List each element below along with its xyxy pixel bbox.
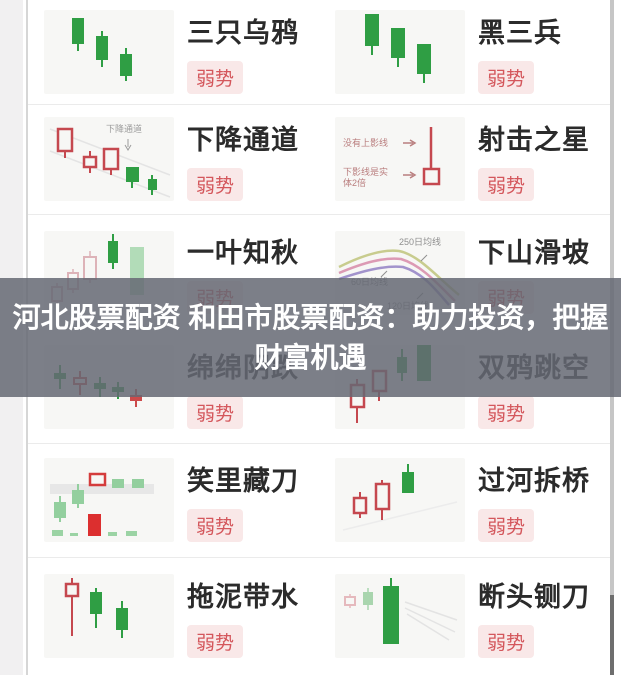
pattern-row: 拖泥带水 弱势 断头铡刀 弱势 bbox=[28, 557, 610, 675]
pattern-card-muddy-water[interactable]: 拖泥带水 弱势 bbox=[28, 557, 319, 675]
status-badge: 弱势 bbox=[478, 167, 535, 201]
black-three-soldiers-candles-icon bbox=[365, 14, 431, 83]
thumb-cross-river bbox=[335, 458, 465, 542]
three-crows-candles-icon bbox=[72, 18, 132, 81]
pattern-name: 笑里藏刀 bbox=[187, 465, 299, 496]
pattern-card-black-three-soldiers[interactable]: 黑三兵 弱势 bbox=[319, 0, 610, 104]
pattern-name: 拖泥带水 bbox=[187, 581, 299, 612]
pattern-row: 笑里藏刀 弱势 过河拆桥 弱势 bbox=[28, 443, 610, 558]
chart-annotation: 下降通道 bbox=[106, 124, 143, 134]
pattern-row: 下降通道 下降通道 弱势 没有上影线 下影线是实体2倍 bbox=[28, 104, 610, 215]
thumb-hidden-knife bbox=[44, 458, 174, 542]
pattern-name: 黑三兵 bbox=[478, 17, 562, 48]
pattern-name: 一叶知秋 bbox=[187, 238, 299, 268]
pattern-meta: 过河拆桥 弱势 bbox=[478, 459, 590, 542]
pattern-row: 三只乌鸦 弱势 黑三兵 弱势 bbox=[28, 0, 610, 105]
status-badge: 弱势 bbox=[478, 624, 535, 658]
pattern-card-hidden-knife[interactable]: 笑里藏刀 弱势 bbox=[28, 443, 319, 557]
pattern-meta: 三只乌鸦 弱势 bbox=[187, 11, 299, 94]
status-badge: 弱势 bbox=[187, 167, 244, 201]
descending-channel-candles-icon bbox=[49, 127, 171, 198]
thumb-three-crows bbox=[44, 10, 174, 94]
pattern-card-descending-channel[interactable]: 下降通道 下降通道 弱势 bbox=[28, 104, 319, 214]
chart-annotation: 没有上影线 bbox=[343, 138, 389, 148]
pattern-card-shooting-star[interactable]: 没有上影线 下影线是实体2倍 射击之星 弱势 bbox=[319, 104, 610, 214]
status-badge: 弱势 bbox=[187, 395, 244, 429]
pattern-card-three-crows[interactable]: 三只乌鸦 弱势 bbox=[28, 0, 319, 104]
chart-annotation: 下影线是实体2倍 bbox=[343, 167, 389, 188]
pattern-name: 射击之星 bbox=[478, 124, 590, 155]
thumb-guillotine bbox=[335, 574, 465, 658]
chart-annotation: 250日均线 bbox=[399, 236, 442, 247]
pattern-name: 下山滑坡 bbox=[478, 238, 590, 268]
pattern-meta: 射击之星 弱势 bbox=[478, 118, 590, 201]
pattern-card-cross-river[interactable]: 过河拆桥 弱势 bbox=[319, 443, 610, 557]
guillotine-candles-icon bbox=[344, 578, 458, 644]
thumb-descending-channel: 下降通道 bbox=[44, 117, 174, 201]
thumb-black-three-soldiers bbox=[335, 10, 465, 94]
muddy-water-candles-icon bbox=[64, 578, 128, 638]
pattern-name: 三只乌鸦 bbox=[187, 17, 299, 48]
pattern-meta: 断头铡刀 弱势 bbox=[478, 575, 590, 658]
status-badge: 弱势 bbox=[478, 60, 535, 94]
pattern-name: 过河拆桥 bbox=[478, 465, 590, 496]
thumb-shooting-star: 没有上影线 下影线是实体2倍 bbox=[335, 117, 465, 201]
hidden-knife-candles-icon bbox=[50, 472, 154, 536]
pattern-meta: 拖泥带水 弱势 bbox=[187, 575, 299, 658]
status-badge: 弱势 bbox=[187, 508, 244, 542]
status-badge: 弱势 bbox=[478, 395, 535, 429]
overlay-banner: 河北股票配资 和田市股票配资：助力投资，把握财富机遇 bbox=[0, 278, 621, 397]
overlay-text: 河北股票配资 和田市股票配资：助力投资，把握财富机遇 bbox=[12, 301, 609, 373]
scrollbar-thumb[interactable] bbox=[610, 595, 614, 675]
status-badge: 弱势 bbox=[187, 60, 244, 94]
status-badge: 弱势 bbox=[478, 508, 535, 542]
shooting-star-candle-icon bbox=[403, 127, 441, 186]
pattern-name: 断头铡刀 bbox=[478, 581, 590, 612]
pattern-meta: 笑里藏刀 弱势 bbox=[187, 459, 299, 542]
thumb-muddy-water bbox=[44, 574, 174, 658]
pattern-card-guillotine[interactable]: 断头铡刀 弱势 bbox=[319, 557, 610, 675]
cross-river-candles-icon bbox=[342, 464, 458, 531]
pattern-meta: 下降通道 弱势 bbox=[187, 118, 299, 201]
pattern-name: 下降通道 bbox=[187, 124, 299, 155]
status-badge: 弱势 bbox=[187, 624, 244, 658]
pattern-meta: 黑三兵 弱势 bbox=[478, 11, 562, 94]
